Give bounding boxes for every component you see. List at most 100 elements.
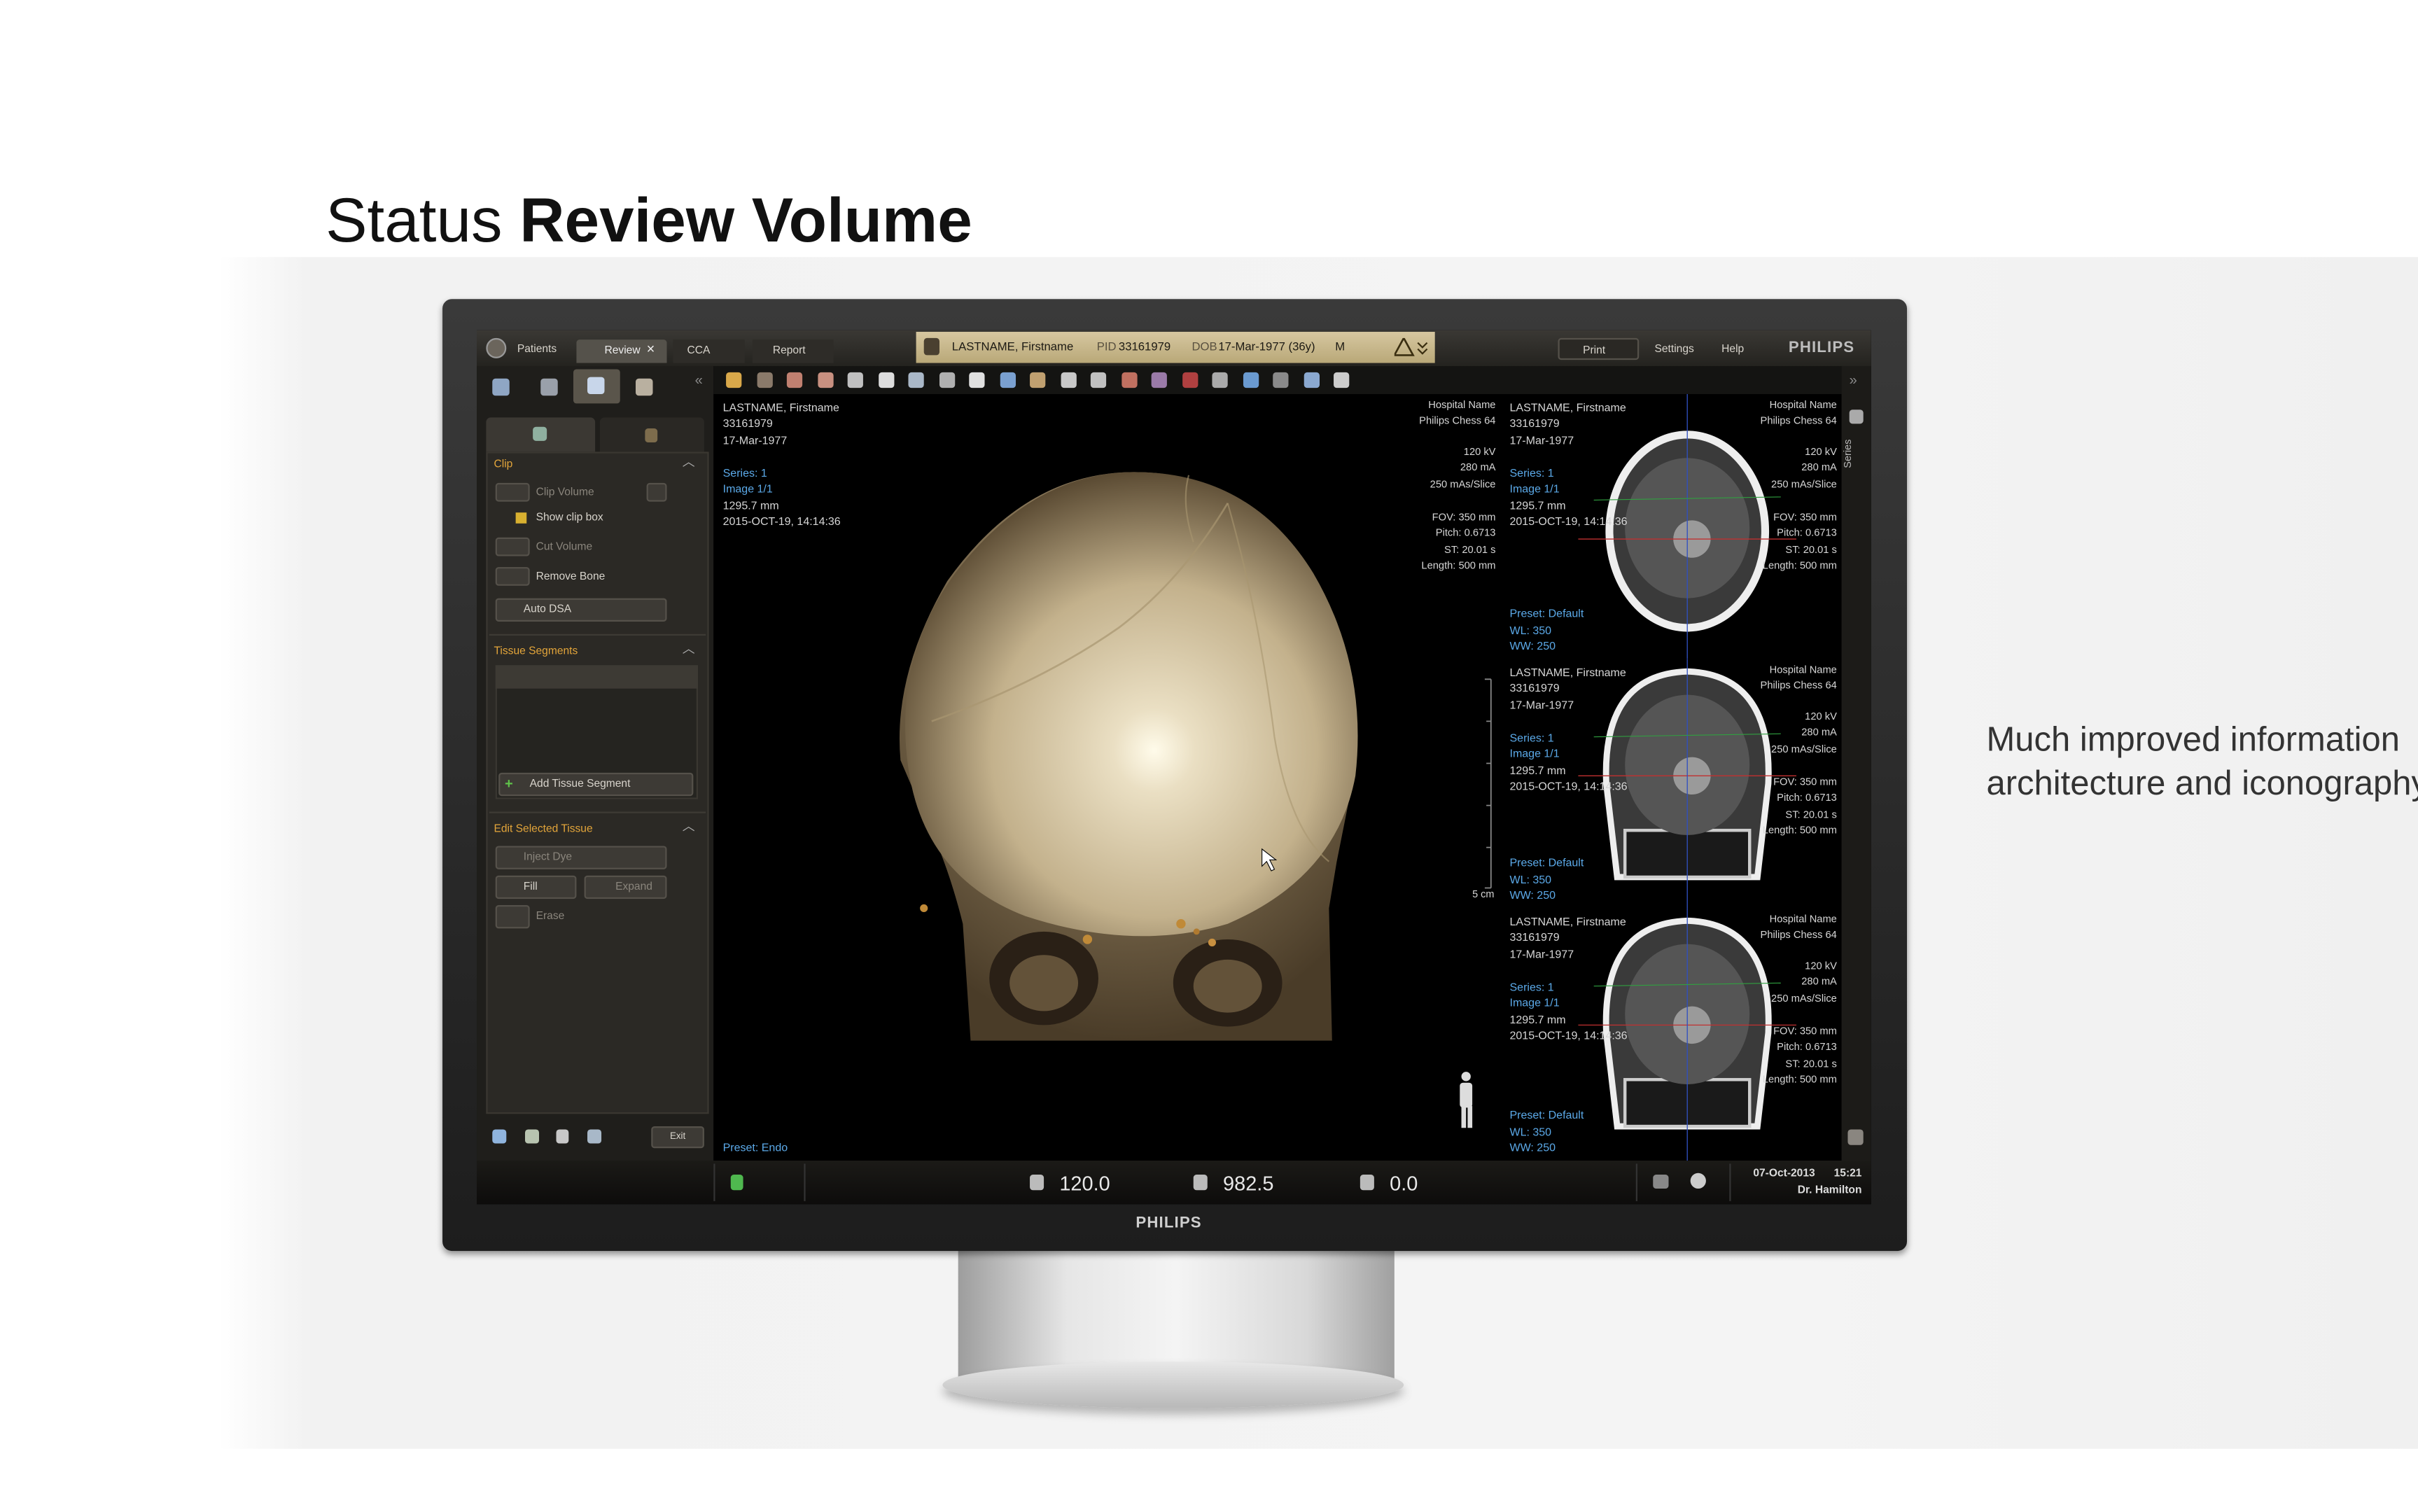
tool-icon[interactable] (1090, 372, 1107, 388)
clip-item[interactable]: Cut Volume (536, 542, 593, 554)
tool-icon[interactable] (726, 372, 742, 388)
divider (804, 1163, 806, 1201)
tab[interactable]: Review (604, 346, 641, 357)
side-viewport[interactable]: LASTNAME, Firstname 33161979 17-Mar-1977 Se… (1500, 659, 1842, 909)
clip-item[interactable]: Clip Volume (536, 487, 594, 499)
add-segment-label[interactable]: Add Tissue Segment (529, 778, 631, 790)
inject-dye-dropdown[interactable] (495, 846, 667, 869)
tool-icon[interactable] (908, 372, 924, 388)
bottom-icon[interactable] (587, 1129, 602, 1144)
remove-bone-icon[interactable] (495, 567, 530, 586)
tool-icon[interactable] (847, 372, 863, 388)
patients-icon[interactable] (486, 337, 507, 358)
clip-settings[interactable] (646, 482, 667, 502)
tool-icon[interactable] (540, 378, 558, 396)
cut-volume-icon[interactable] (495, 537, 530, 556)
tool-icon[interactable] (786, 372, 803, 388)
menu-item[interactable]: Print (1583, 346, 1606, 357)
overlay-text: Philips Chess 64 (1760, 681, 1837, 692)
edit-item[interactable]: Inject Dye (523, 852, 573, 863)
tool-icon[interactable] (756, 372, 772, 388)
tool-icon[interactable] (1303, 372, 1319, 388)
tab[interactable]: CCA (687, 346, 711, 357)
auto-dsa-button[interactable] (495, 598, 667, 622)
status-icon[interactable] (1653, 1175, 1669, 1189)
tool-icon[interactable] (1242, 372, 1259, 388)
erase-icon[interactable] (495, 905, 530, 929)
clip-volume-icon[interactable] (495, 482, 530, 502)
status-bar: 120.0 982.5 0.0 07-Oct-2013 15:21 Dr. Hamilto… (477, 1160, 1871, 1205)
tab[interactable]: Report (772, 346, 806, 357)
overlay-text: ST: 20.01 s (1785, 545, 1837, 556)
tool-icon[interactable] (636, 378, 653, 396)
scale-label: 5 cm (1472, 889, 1495, 901)
series-icon[interactable] (1849, 410, 1864, 424)
status-icon[interactable] (1690, 1172, 1706, 1189)
overlay-text: 2015-OCT-19, 14:14:36 (1509, 514, 1628, 528)
readout: 0.0 (1390, 1171, 1418, 1195)
collapse[interactable]: « (694, 372, 703, 388)
side-tab[interactable]: Series (1843, 439, 1854, 468)
tab-close[interactable]: × (646, 341, 655, 357)
tab[interactable]: Patients (517, 344, 557, 356)
toolbar (713, 365, 1843, 395)
tool-icon[interactable] (999, 372, 1015, 388)
menu-item[interactable]: Settings (1654, 344, 1694, 356)
tool-icon[interactable] (492, 378, 510, 396)
edit-item[interactable]: Expand (615, 881, 652, 893)
clip-item[interactable]: Auto DSA (523, 604, 572, 616)
tool-icon[interactable] (1334, 372, 1350, 388)
tool-icon[interactable] (1030, 372, 1046, 388)
overlay-text: Hospital Name (1428, 400, 1496, 412)
clip-item[interactable]: Remove Bone (536, 571, 606, 583)
clip-item[interactable]: Show clip box (536, 512, 603, 524)
bottom-icon[interactable] (556, 1129, 569, 1144)
bottom-icon[interactable] (524, 1129, 540, 1144)
fill-button[interactable] (495, 875, 577, 899)
section-title: Clip (494, 459, 513, 471)
menu-item[interactable]: Help (1721, 344, 1745, 356)
warning-icon[interactable] (1394, 337, 1429, 357)
overlay-text: 17-Mar-1977 (1509, 946, 1574, 961)
edit-item[interactable]: Erase (536, 911, 565, 923)
patient-bar (916, 332, 1435, 363)
exit-button[interactable] (651, 1126, 704, 1149)
tool-icon[interactable] (817, 372, 833, 388)
tool-icon[interactable] (1151, 372, 1167, 388)
tool-icon[interactable] (938, 372, 955, 388)
edit-item[interactable]: Fill (523, 881, 538, 893)
tool-icon[interactable] (969, 372, 985, 388)
exit-label[interactable]: Exit (669, 1132, 686, 1142)
monitor-neck (958, 1246, 1395, 1379)
checkbox[interactable] (515, 512, 527, 524)
bottom-icon[interactable] (492, 1129, 507, 1144)
print-button[interactable] (1558, 337, 1640, 360)
section-collapse[interactable]: ︿ (682, 819, 695, 834)
tool-icon[interactable] (1273, 372, 1289, 388)
tab-bg (752, 340, 834, 363)
add-segment-button[interactable] (498, 772, 694, 797)
section-title: Tissue Segments (494, 646, 578, 658)
overlay-text: Length: 500 mm (1762, 825, 1837, 836)
strip-icon[interactable] (1847, 1129, 1864, 1145)
tool-icon[interactable] (1060, 372, 1076, 388)
section-collapse[interactable]: ︿ (682, 454, 695, 469)
tool-icon[interactable] (878, 372, 894, 388)
overlay-text: Series: 1 (1509, 465, 1554, 480)
overlay-text: 2015-OCT-19, 14:14:36 (1509, 1028, 1628, 1042)
side-viewport[interactable]: LASTNAME, Firstname 33161979 17-Mar-1977 Se… (1500, 908, 1842, 1161)
tab-active[interactable] (576, 340, 667, 363)
title-bold: Review Volume (519, 187, 972, 255)
collapse[interactable]: » (1849, 372, 1857, 388)
side-viewport[interactable]: LASTNAME, Firstname 33161979 17-Mar-1977 Se… (1500, 394, 1842, 659)
overlay-text: 17-Mar-1977 (1509, 697, 1574, 712)
overlay-text: 280 mA (1801, 463, 1837, 475)
overlay-text: WL: 350 (1509, 622, 1552, 637)
section-collapse[interactable]: ︿ (682, 641, 695, 656)
expand-dropdown[interactable] (584, 875, 667, 899)
tool-icon[interactable] (1182, 372, 1198, 388)
tool-icon[interactable] (1121, 372, 1137, 388)
tool-icon[interactable] (1212, 372, 1228, 388)
tool-icon[interactable] (587, 377, 605, 395)
overlay-text: LASTNAME, Firstname (1509, 914, 1626, 929)
